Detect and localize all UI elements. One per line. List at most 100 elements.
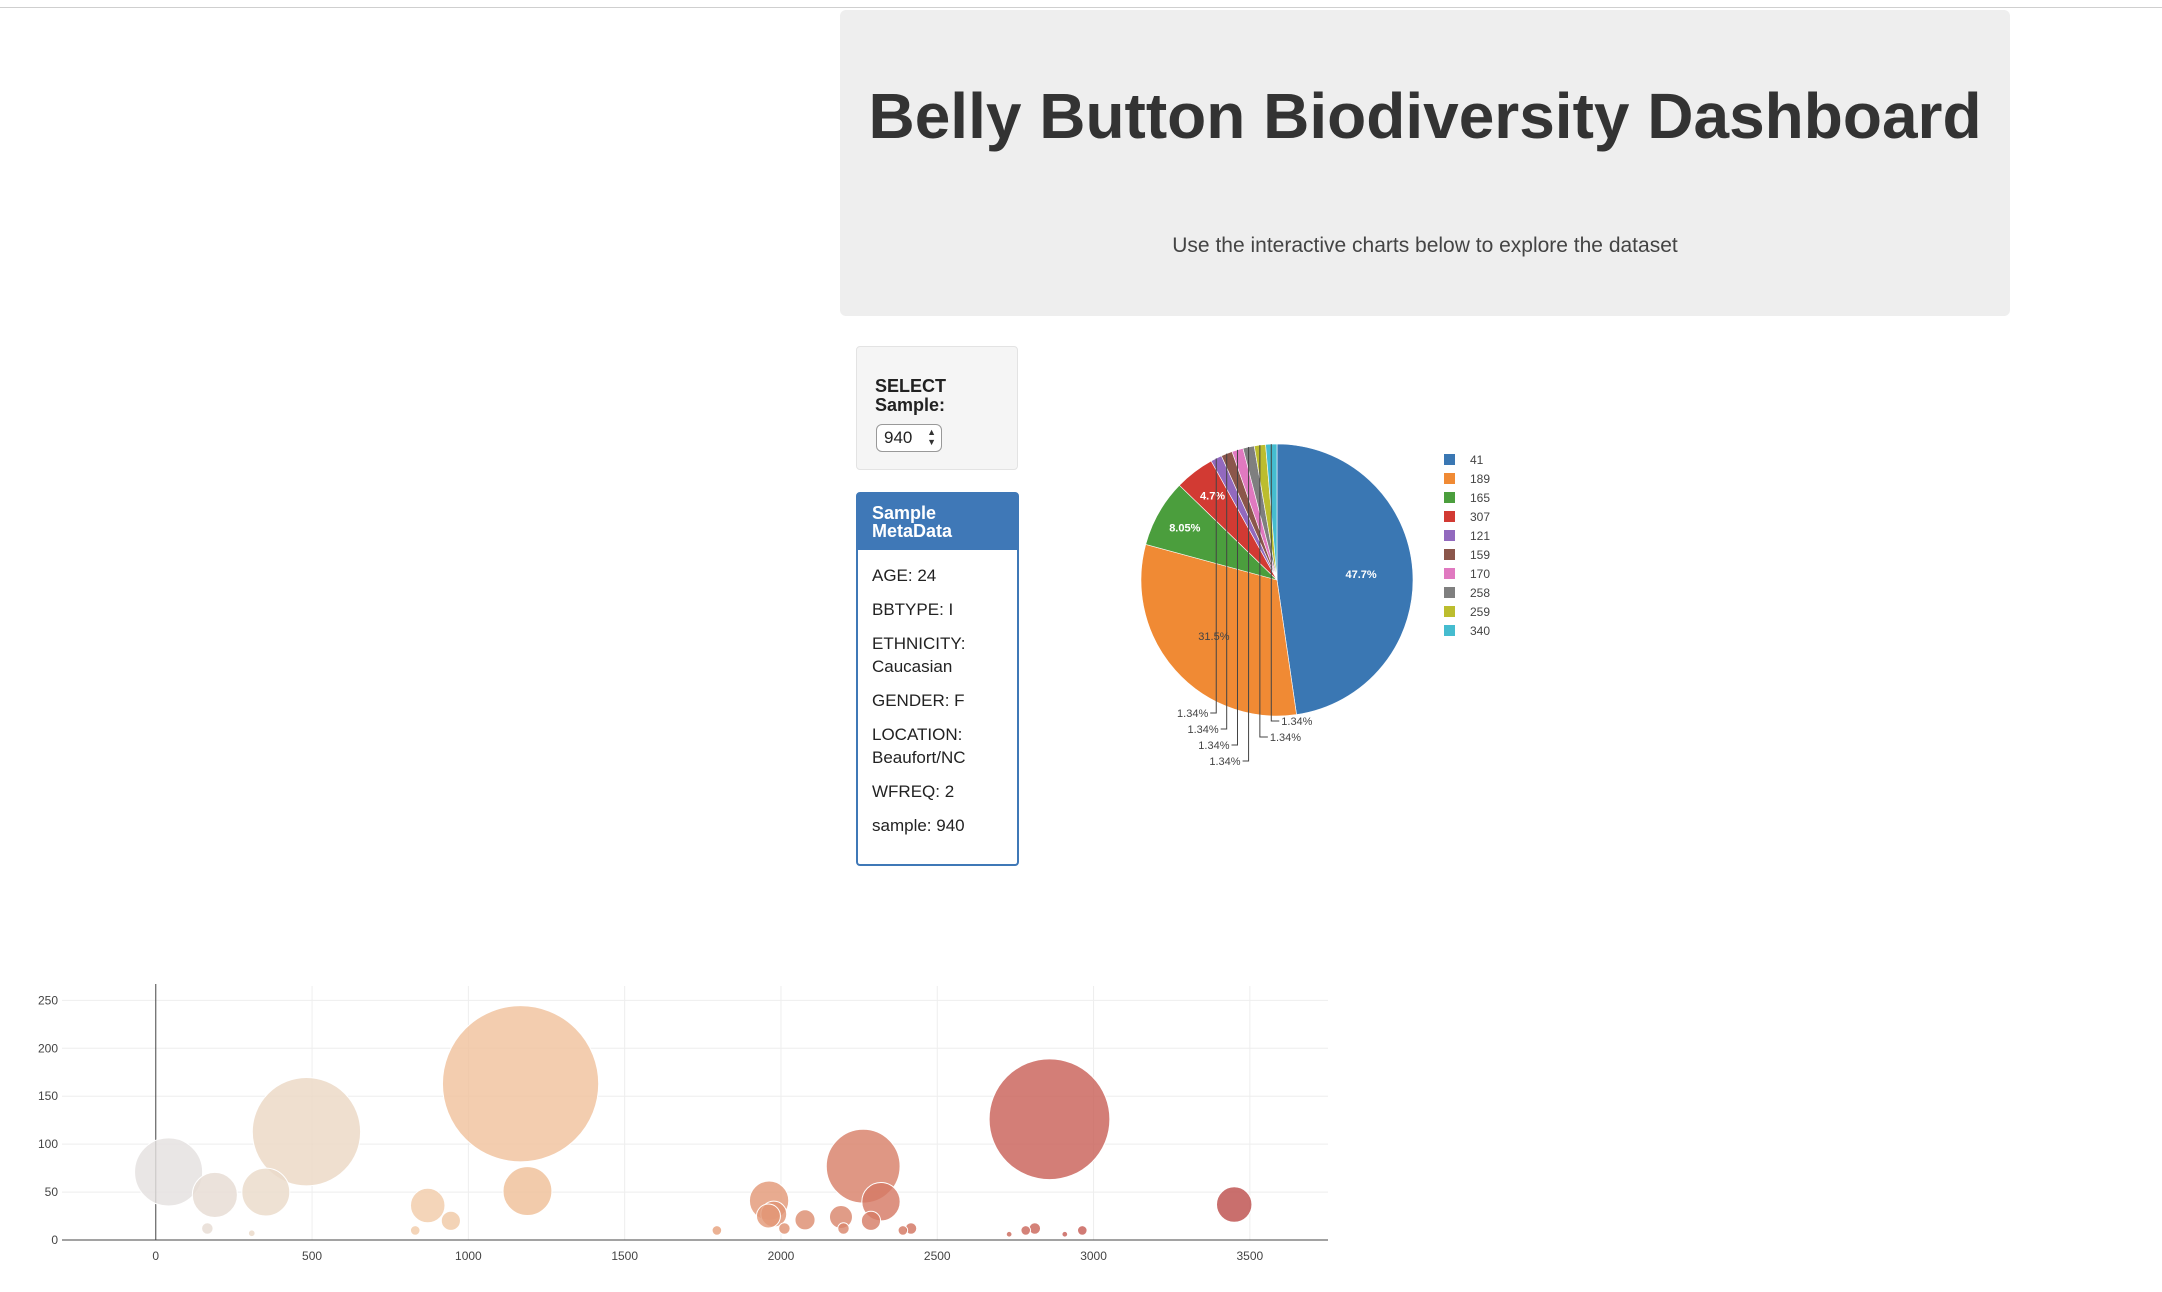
pie-legend-label-340[interactable]: 340 [1470, 624, 1490, 638]
pie-leader-line-121 [1210, 458, 1217, 714]
pie-slice-label-159: 1.34% [1187, 724, 1218, 736]
bubble-point[interactable] [191, 1171, 238, 1218]
bubble-point[interactable] [134, 1137, 204, 1207]
bubble-point[interactable] [247, 1229, 256, 1238]
bubble-point[interactable] [860, 1210, 882, 1231]
pie-slice-label-307: 4.7% [1200, 491, 1225, 503]
bubble-point[interactable] [988, 1058, 1111, 1181]
bubble-point[interactable] [241, 1167, 291, 1217]
pie-slice-label-121: 1.34% [1177, 708, 1208, 720]
pie-slice-label-41: 47.7% [1345, 569, 1376, 581]
pie-leader-line-340 [1270, 444, 1280, 722]
pie-legend-label-121[interactable]: 121 [1470, 529, 1490, 543]
pie-legend-label-258[interactable]: 258 [1470, 586, 1490, 600]
sample-select[interactable]: 940 ▲ ▼ [876, 424, 942, 452]
bubble-xtick-2500: 2500 [924, 1249, 951, 1263]
bubble-ytick-200: 200 [38, 1041, 58, 1055]
pie-slice-189[interactable] [1140, 544, 1297, 717]
top-divider [0, 7, 2162, 8]
bubble-xtick-2000: 2000 [768, 1249, 795, 1263]
bubble-xtick-3500: 3500 [1237, 1249, 1264, 1263]
pie-slice-41[interactable] [1276, 443, 1414, 715]
bubble-point[interactable] [441, 1005, 600, 1163]
metadata-item-ethnicity: ETHNICITY: Caucasian [872, 634, 966, 676]
metadata-item-wfreq: WFREQ: 2 [872, 782, 955, 801]
bubble-point[interactable] [1077, 1225, 1088, 1236]
bubble-ytick-50: 50 [45, 1185, 59, 1199]
select-arrows-icon: ▲ ▼ [927, 427, 936, 447]
bubble-point[interactable] [837, 1222, 850, 1235]
pie-legend-label-165[interactable]: 165 [1470, 491, 1490, 505]
header-jumbotron: Belly Button Biodiversity Dashboard Use … [840, 10, 2010, 316]
pie-legend-label-41[interactable]: 41 [1470, 453, 1484, 467]
page-title: Belly Button Biodiversity Dashboard [868, 80, 1982, 152]
bubble-point[interactable] [1215, 1186, 1253, 1223]
pie-legend-swatch-41[interactable] [1444, 454, 1455, 465]
bubble-point[interactable] [409, 1225, 421, 1236]
metadata-item-age: AGE: 24 [872, 566, 937, 585]
pie-legend-label-189[interactable]: 189 [1470, 472, 1490, 486]
pie-legend-label-259[interactable]: 259 [1470, 605, 1490, 619]
bubble-xtick-500: 500 [302, 1249, 322, 1263]
metadata-panel-title: Sample MetaData [858, 494, 1017, 550]
pie-slice-label-189: 31.5% [1198, 631, 1229, 643]
pie-legend-swatch-121[interactable] [1444, 530, 1455, 541]
pie-legend-swatch-258[interactable] [1444, 587, 1455, 598]
bubble-point[interactable] [711, 1225, 723, 1236]
bubble-point[interactable] [1061, 1230, 1069, 1238]
pie-legend-label-170[interactable]: 170 [1470, 567, 1490, 581]
bubble-point[interactable] [201, 1222, 214, 1235]
bubble-point[interactable] [755, 1203, 781, 1229]
pie-legend-swatch-159[interactable] [1444, 549, 1455, 560]
pie-chart-container: 47.7% 31.5% 8.05% 4.7% 1.34% 1.34% 1.34% 1.34% 1… [1100, 420, 1660, 800]
pie-legend-swatch-259[interactable] [1444, 606, 1455, 617]
pie-chart[interactable]: 47.7% 31.5% 8.05% 4.7% 1.34% 1.34% 1.34% 1.34% 1… [1100, 420, 1660, 800]
pie-legend-label-307[interactable]: 307 [1470, 510, 1490, 524]
bubble-chart-container: 0 50 100 150 200 250 0 500 1000 1500 2000 2500 3000 3… [0, 970, 1360, 1292]
metadata-panel-body: AGE: 24 BBTYPE: I ETHNICITY: Caucasian G… [858, 550, 1017, 837]
pie-slice-label-170: 1.34% [1198, 740, 1229, 752]
pie-legend-swatch-189[interactable] [1444, 473, 1455, 484]
bubble-xtick-3000: 3000 [1080, 1249, 1107, 1263]
pie-leader-line-258 [1242, 447, 1250, 762]
pie-legend-swatch-170[interactable] [1444, 568, 1455, 579]
sample-select-value: 940 [884, 428, 913, 447]
bubble-point[interactable] [897, 1225, 909, 1236]
bubble-point[interactable] [1005, 1230, 1013, 1238]
pie-leader-line-170 [1231, 449, 1238, 746]
bubble-point[interactable] [440, 1210, 461, 1231]
bubble-point[interactable] [794, 1209, 816, 1231]
page-subtitle: Use the interactive charts below to expl… [1172, 234, 1678, 257]
pie-legend-swatch-165[interactable] [1444, 492, 1455, 503]
metadata-item-gender: GENDER: F [872, 691, 965, 710]
metadata-item-bbtype: BBTYPE: I [872, 600, 954, 619]
pie-slice-label-165: 8.05% [1169, 523, 1200, 535]
bubble-xtick-0: 0 [152, 1249, 159, 1263]
bubble-ytick-250: 250 [38, 993, 58, 1007]
metadata-panel: Sample MetaData AGE: 24 BBTYPE: I ETHNIC… [856, 492, 1019, 866]
pie-leader-line-159 [1220, 453, 1228, 730]
bubble-ytick-0: 0 [51, 1233, 58, 1247]
pie-legend-swatch-340[interactable] [1444, 625, 1455, 636]
pie-legend-label-159[interactable]: 159 [1470, 548, 1490, 562]
bubble-point[interactable] [251, 1077, 362, 1187]
bubble-point[interactable] [1028, 1222, 1042, 1235]
bubble-xtick-1000: 1000 [455, 1249, 482, 1263]
pie-slice-label-340: 1.34% [1281, 716, 1312, 728]
bubble-point[interactable] [409, 1187, 446, 1224]
pie-slice-label-258: 1.34% [1209, 756, 1240, 768]
metadata-item-sample: sample: 940 [872, 816, 965, 835]
bubble-point[interactable] [1020, 1225, 1032, 1236]
metadata-item-location: LOCATION: Beaufort/NC [872, 725, 966, 767]
pie-leader-line-259 [1259, 445, 1268, 738]
bubble-ytick-150: 150 [38, 1089, 58, 1103]
bubble-ytick-100: 100 [38, 1137, 58, 1151]
bubble-xtick-1500: 1500 [611, 1249, 638, 1263]
sample-selector-label: SELECT Sample: [875, 376, 947, 415]
pie-legend-swatch-307[interactable] [1444, 511, 1455, 522]
bubble-point[interactable] [778, 1222, 791, 1235]
bubble-point[interactable] [502, 1166, 553, 1217]
pie-slice-label-259: 1.34% [1270, 732, 1301, 744]
sample-selector-well: SELECT Sample: 940 ▲ ▼ [856, 346, 1018, 470]
